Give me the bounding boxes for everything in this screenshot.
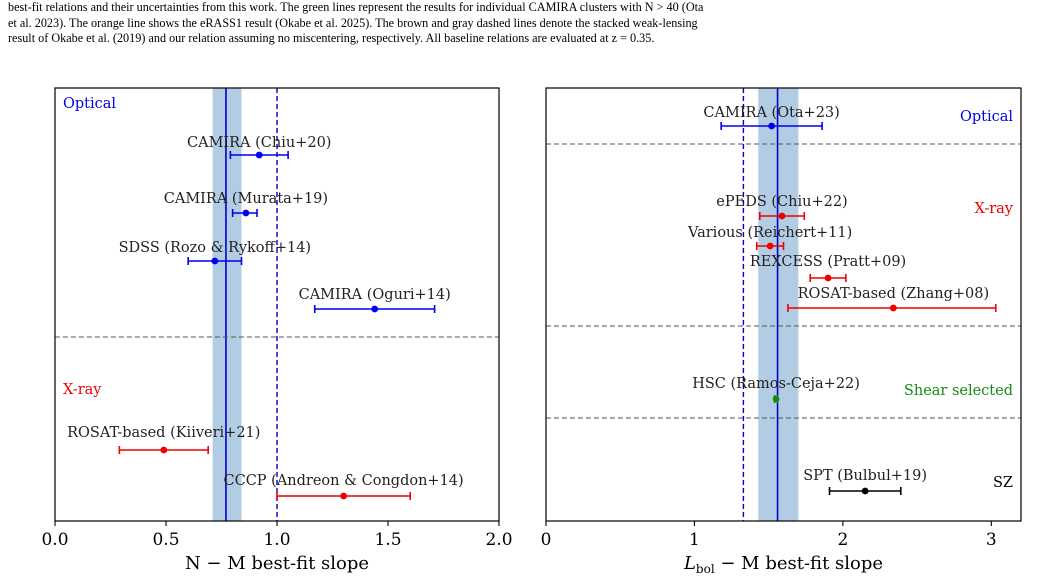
data-point (242, 209, 250, 217)
point-label: CCCP (Andreon & Congdon+14) (224, 473, 464, 489)
point-label: ROSAT-based (Kiiveri+21) (67, 425, 260, 441)
axes-frame (545, 87, 1022, 522)
data-point (766, 242, 774, 250)
point-label: CAMIRA (Murata+19) (164, 191, 328, 207)
point-label: CAMIRA (Oguri+14) (299, 287, 451, 303)
caption-line-3: result of Okabe et al. (2019) and our re… (8, 31, 655, 45)
data-point (211, 257, 219, 265)
x-tick-label: 2.0 (485, 530, 512, 550)
x-axis-label: N − M best-fit slope (185, 553, 369, 574)
group-label-sz: SZ (993, 475, 1013, 491)
x-tick-label: 1 (689, 530, 700, 550)
data-point (371, 305, 379, 313)
point-label: ePEDS (Chiu+22) (716, 194, 847, 210)
point-label: ROSAT-based (Zhang+08) (798, 286, 990, 302)
data-point (160, 446, 168, 454)
x-tick-label: 1.5 (374, 530, 401, 550)
caption-line-2: et al. 2023). The orange line shows the … (8, 15, 698, 30)
data-point (768, 122, 776, 130)
x-tick-label: 1.0 (263, 530, 290, 550)
data-point (778, 212, 786, 220)
right-panel-lbol-m-slope: Optical X-ray Shear selected SZ CAMIRA (Ota+… (541, 87, 1022, 576)
data-point (889, 304, 897, 312)
x-tick-label: 2 (837, 530, 848, 550)
x-tick-label: 0.0 (41, 530, 68, 550)
x-tick-label: 0.5 (152, 530, 179, 550)
group-label-x-ray: X-ray (975, 201, 1014, 217)
point-label: CAMIRA (Ota+23) (703, 105, 839, 121)
point-label: SPT (Bulbul+19) (803, 468, 927, 484)
caption-line-1: best-fit relations and their uncertainti… (8, 0, 704, 14)
data-point (861, 487, 869, 495)
this-work-uncertainty-band (212, 88, 242, 521)
data-point (772, 395, 780, 403)
group-label-shear-selected: Shear selected (904, 383, 1013, 399)
point-label: REXCESS (Pratt+09) (750, 254, 906, 270)
x-tick-label: 3 (986, 530, 997, 550)
group-label-optical: Optical (63, 96, 116, 112)
figure-caption: best-fit relations and their uncertainti… (8, 0, 1048, 47)
point-label: HSC (Ramos-Ceja+22) (692, 376, 860, 392)
x-tick-label: 0 (541, 530, 552, 550)
point-label: SDSS (Rozo & Rykoff+14) (119, 240, 312, 256)
data-point (824, 274, 832, 282)
group-label-x-ray: X-ray (63, 382, 102, 398)
data-point (340, 492, 347, 500)
left-panel-n-m-slope: Optical X-ray CAMIRA (Chiu+20) CAMIRA (Mura… (41, 87, 513, 574)
data-point (255, 151, 263, 159)
point-label: CAMIRA (Chiu+20) (187, 135, 331, 151)
x-axis-label: Lbol − M best-fit slope (683, 553, 883, 576)
group-label-optical: Optical (960, 109, 1013, 125)
point-label: Various (Reichert+11) (687, 225, 852, 241)
